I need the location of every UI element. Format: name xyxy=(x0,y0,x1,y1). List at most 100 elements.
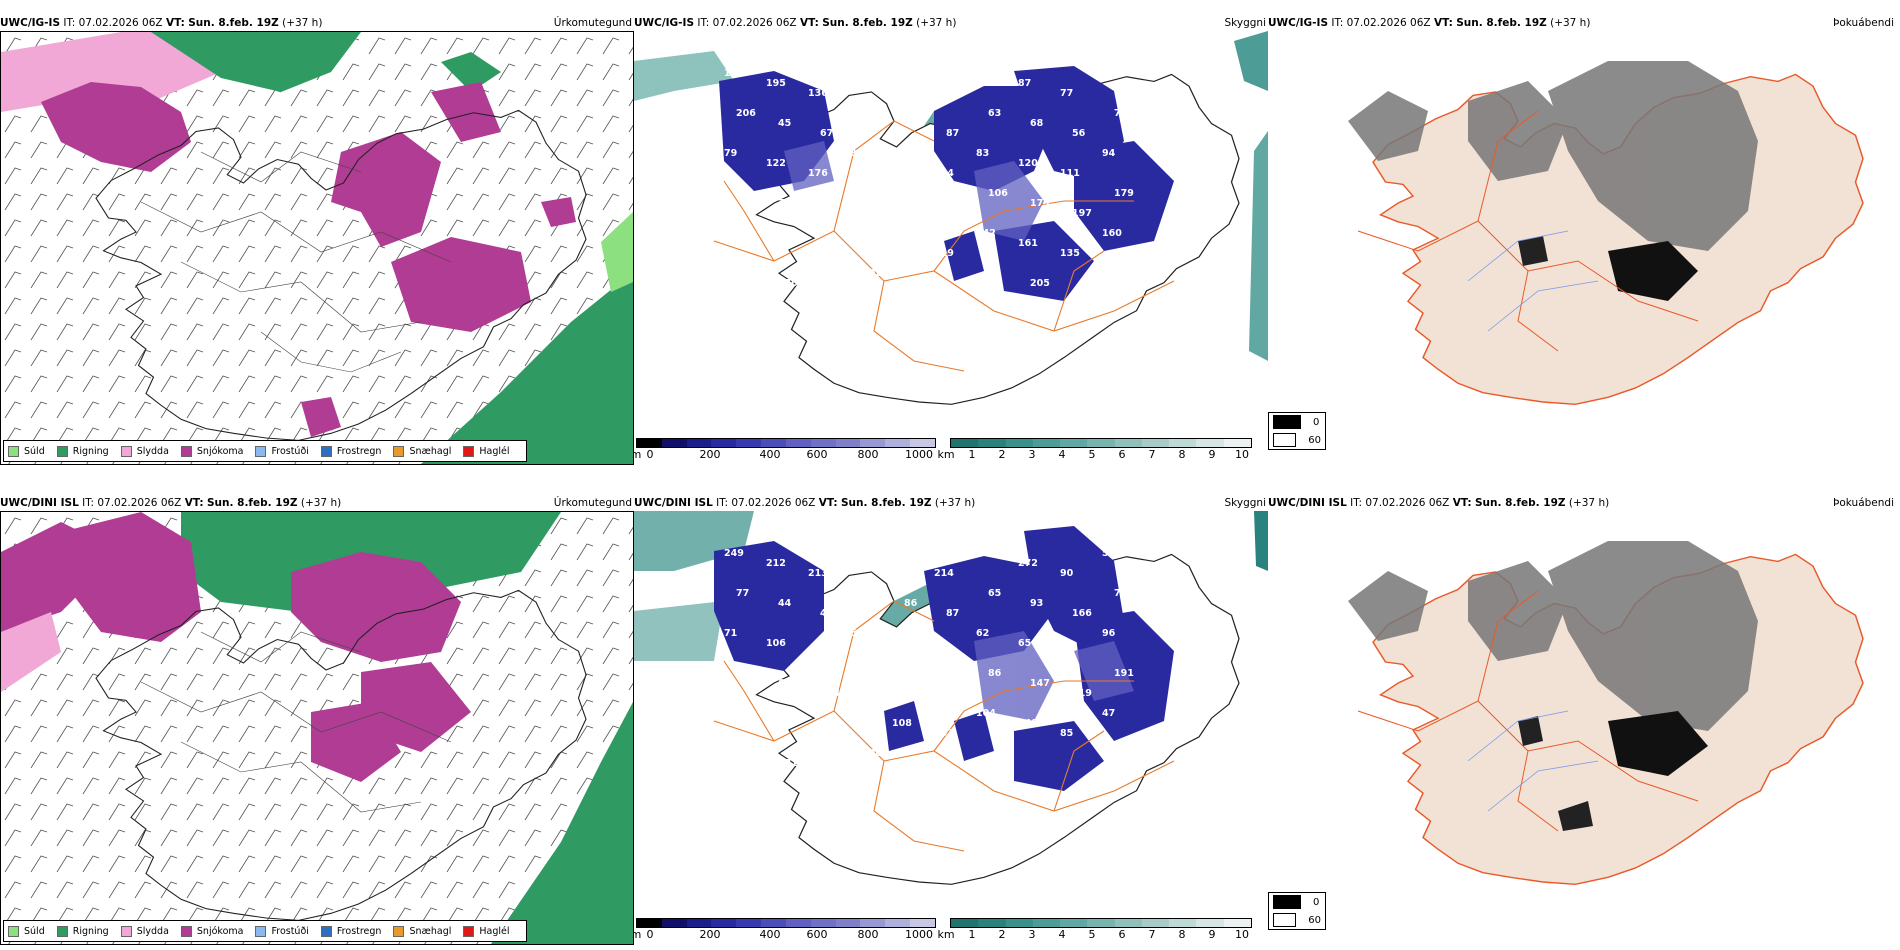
legend-label: Snjókoma xyxy=(196,925,244,937)
fog-dense-area xyxy=(1608,711,1708,776)
panel-header: UWC/IG-IS IT: 07.02.2026 06Z VT: Sun. 8.… xyxy=(0,15,634,31)
tick-label: 3 xyxy=(1028,448,1036,461)
snow-depth-label: 47 xyxy=(1102,708,1115,719)
snow-depth-label: 90 xyxy=(1060,568,1074,579)
snow-depth-label: 65 xyxy=(988,588,1001,599)
snow-depth-label: 58 xyxy=(850,708,864,719)
snow-depth-label: 85 xyxy=(1060,728,1073,739)
snow-depth-areas xyxy=(714,526,1174,791)
legend-swatch xyxy=(320,445,332,457)
tick-label: 9 xyxy=(1208,928,1216,941)
legend-label: Rigning xyxy=(72,445,109,457)
snow-depth-label: 94 xyxy=(1102,148,1116,159)
tick-label: 800 xyxy=(857,448,879,461)
legend-swatch xyxy=(255,445,267,457)
snow-depth-label: 176 xyxy=(808,168,828,179)
parameter-name: Skyggni xyxy=(1224,497,1267,509)
snow-depth-label: 45 xyxy=(778,118,791,129)
legend-label: Rigning xyxy=(72,925,109,937)
precip-map[interactable]: Súld Rigning Slydda Snjókoma Frostúði Fr… xyxy=(0,31,634,465)
snow-depth-label: 44 xyxy=(778,598,792,609)
snow-depth-label: 68 xyxy=(1030,118,1044,129)
visibility-colorbar: km 1 2 3 4 5 6 7 8 9 10 xyxy=(937,918,1252,942)
valid-time: Sun. 8.feb. 19Z xyxy=(822,17,913,29)
valid-time-label: VT: xyxy=(1433,17,1453,29)
precip-map[interactable]: Súld Rigning Slydda Snjókoma Frostúði Fr… xyxy=(0,511,634,945)
snow-depth-label: 119 xyxy=(934,248,954,259)
model-name: UWC/DINI ISL xyxy=(0,497,79,509)
visibility-map[interactable]: 198 195 136 102 147 71 104 87 77 65 206 45 67 72 76 87 6… xyxy=(634,31,1268,429)
tick-label: 5 xyxy=(1088,928,1096,941)
fog-map-canvas xyxy=(1348,61,1864,406)
snow-depth-label: 65 xyxy=(904,278,917,289)
valid-time: Sun. 8.feb. 19Z xyxy=(1474,497,1566,509)
tick-label: 8 xyxy=(1178,448,1186,461)
snow-depth-label: 102 xyxy=(862,268,882,279)
legend-swatch xyxy=(120,925,132,937)
snow-depth-label: 62 xyxy=(976,628,989,639)
snow-depth-label: 397 xyxy=(976,548,996,559)
visibility-map-canvas: 249 212 213 153 108 214 397 272 90 52 77 44 45 60 86 87… xyxy=(634,511,1268,885)
tick-label: 2 xyxy=(998,448,1006,461)
valid-time: Sun. 8.feb. 19Z xyxy=(840,497,932,509)
legend-item: Frostregn xyxy=(320,925,381,937)
tick-label: 2 xyxy=(998,928,1006,941)
snow-depth-label: 252 xyxy=(820,288,840,299)
snow-depth-label: 83 xyxy=(976,148,989,159)
snow-depth-label: 170 xyxy=(778,278,798,289)
legend-swatch xyxy=(180,925,192,937)
snow-depth-label: 65 xyxy=(1018,638,1031,649)
fog-map-canvas xyxy=(1348,541,1864,886)
snow-depth-label: 128 xyxy=(820,688,840,699)
tick-label: 600 xyxy=(806,928,828,941)
visibility-map[interactable]: 249 212 213 153 108 214 397 272 90 52 77 44 45 60 86 87… xyxy=(634,511,1268,909)
legend-swatch xyxy=(393,925,405,937)
lead-time: (+37 h) xyxy=(1550,17,1591,29)
legend-label: Slydda xyxy=(136,445,169,457)
snow-depth-label: 62 xyxy=(778,678,791,689)
legend-item: Haglél xyxy=(463,925,510,937)
rain-area xyxy=(151,32,361,92)
fog-legend-item: 60 xyxy=(1269,911,1325,929)
snow-depth-label: 77 xyxy=(736,588,749,599)
snow-depth-label: 135 xyxy=(1060,248,1080,259)
height-colorbar: m 0 200 400 600 800 1000 xyxy=(634,438,936,462)
snow-depth-label: 222 xyxy=(766,238,786,249)
snow-depth-label: 131 xyxy=(778,758,798,769)
snow-depth-label: 77 xyxy=(862,188,875,199)
snow-depth-label: 221 xyxy=(892,238,912,249)
model-name: UWC/IG-IS xyxy=(634,17,695,29)
init-time: IT: 07.02.2026 06Z xyxy=(716,497,816,509)
visibility-panel-top: UWC/IG-IS IT: 07.02.2026 06Z VT: Sun. 8.… xyxy=(634,15,1268,465)
tick-label: 9 xyxy=(1208,448,1216,461)
snow-depth-label: 79 xyxy=(724,148,737,159)
precip-type-panel-bottom: UWC/DINI ISL IT: 07.02.2026 06Z VT: Sun.… xyxy=(0,495,634,945)
snow-depth-label: 161 xyxy=(1018,238,1038,249)
fog-legend-item: 0 xyxy=(1269,413,1325,431)
snow-depth-label: 64 xyxy=(850,628,864,639)
fog-legend-label: 0 xyxy=(1313,896,1320,908)
fog-map[interactable] xyxy=(1268,511,1900,911)
snow-depth-label: 191 xyxy=(1114,668,1134,679)
tick-label: 6 xyxy=(1118,448,1126,461)
fog-index-shading xyxy=(1348,541,1758,731)
snow-depth-label: 80 xyxy=(724,708,738,719)
height-ticks: m 0 200 400 600 800 1000 xyxy=(634,928,936,942)
snow-depth-label: 76 xyxy=(904,118,918,129)
snow-depth-label: 73 xyxy=(1114,108,1127,119)
snow-depth-label: 205 xyxy=(1030,278,1050,289)
lead-time: (+37 h) xyxy=(1568,497,1610,509)
snow-depth-label: 56 xyxy=(1072,128,1086,139)
rain-area-south xyxy=(421,272,633,464)
legend-swatch xyxy=(120,445,132,457)
legend-item: Snæhagl xyxy=(393,445,451,457)
snow-depth-label: 198 xyxy=(724,68,744,79)
legend-item: Frostúði xyxy=(255,925,309,937)
precip-type-legend: Súld Rigning Slydda Snjókoma Frostúði Fr… xyxy=(3,440,527,462)
height-unit: m xyxy=(634,448,642,461)
snow-depth-label: 120 xyxy=(1018,158,1038,169)
roads xyxy=(713,600,1175,852)
fog-map[interactable] xyxy=(1268,31,1900,431)
snow-areas xyxy=(41,82,576,437)
parameter-name: Úrkomutegund xyxy=(553,17,632,29)
